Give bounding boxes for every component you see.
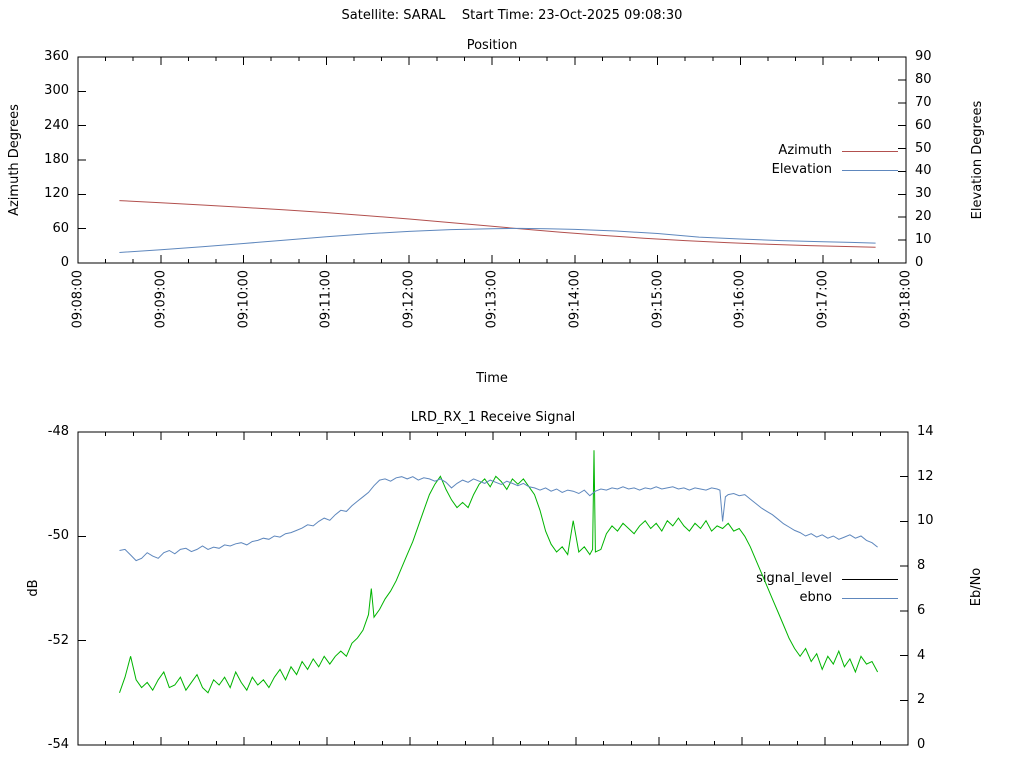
- window-title: Satellite: SARAL Start Time: 23-Oct-2025…: [341, 8, 683, 23]
- y2-tick-label: 12: [917, 468, 934, 484]
- y2-tick-label: 90: [915, 49, 932, 64]
- y-tick-label: 60: [52, 220, 69, 236]
- legend-label-ebno: ebno: [799, 590, 832, 605]
- x-tick-label: 09:15:00: [650, 270, 666, 329]
- y2-tick-label: 40: [915, 163, 932, 179]
- y-tick-label: 360: [44, 49, 69, 64]
- y-tick-label: 120: [44, 186, 69, 202]
- x-tick-label: 09:17:00: [815, 270, 831, 329]
- y2-tick-label: 0: [915, 255, 924, 270]
- x-tick-label: 09:16:00: [732, 270, 748, 329]
- legend-label-elevation: Elevation: [771, 162, 832, 177]
- y2-tick-label: 4: [917, 647, 926, 663]
- x-tick-label: 09:09:00: [153, 270, 169, 329]
- y-tick-label: -50: [47, 528, 69, 544]
- y-tick-label: -48: [47, 424, 69, 439]
- x-tick-label: 09:18:00: [898, 270, 914, 329]
- y2-tick-label: 20: [915, 209, 932, 225]
- x-tick-label: 09:10:00: [236, 270, 252, 329]
- y2-tick-label: 30: [915, 186, 932, 202]
- series-ebno: [119, 476, 878, 562]
- legend-line-sample-azimuth: [842, 151, 898, 152]
- y-tick-label: -54: [47, 737, 69, 752]
- y-tick-label: 240: [44, 117, 69, 133]
- x-tick-label: 09:12:00: [401, 270, 417, 329]
- legend-line-sample-ebno: [842, 598, 898, 599]
- y2-tick-label: 2: [917, 692, 926, 708]
- x-tick-label: 09:08:00: [70, 270, 86, 329]
- time-axis-label: Time: [476, 371, 508, 386]
- legend-label-azimuth: Azimuth: [778, 143, 832, 158]
- y2-tick-label: 60: [915, 117, 932, 133]
- x-tick-label: 09:11:00: [318, 270, 334, 329]
- series-signal_level: [119, 450, 879, 694]
- y-tick-label: -52: [47, 632, 69, 648]
- x-tick-label: 09:13:00: [484, 270, 500, 329]
- y-tick-label: 0: [60, 255, 69, 270]
- legend-label-signal-level: signal_level: [756, 571, 832, 586]
- y2-tick-label: 10: [915, 232, 932, 248]
- y2-tick-label: 50: [915, 140, 932, 156]
- y2-tick-label: 80: [915, 71, 932, 87]
- legend-line-sample-signal-level: [842, 579, 898, 580]
- series-azimuth: [119, 200, 876, 248]
- receive-signal-chart-title: LRD_RX_1 Receive Signal: [410, 410, 576, 425]
- y2-tick-label: 10: [917, 513, 934, 529]
- y2-tick-label: 70: [915, 94, 932, 110]
- x-tick-label: 09:14:00: [567, 270, 583, 329]
- y2-tick-label: 6: [917, 602, 926, 618]
- y-tick-label: 180: [44, 152, 69, 167]
- legend-line-sample-elevation: [842, 170, 898, 171]
- series-elevation: [119, 227, 876, 253]
- y-tick-label: 300: [44, 83, 69, 99]
- y2-tick-label: 8: [917, 558, 926, 574]
- y2-tick-label: 14: [917, 424, 934, 439]
- y2-tick-label: 0: [917, 737, 926, 752]
- position-chart-title: Position: [466, 38, 518, 53]
